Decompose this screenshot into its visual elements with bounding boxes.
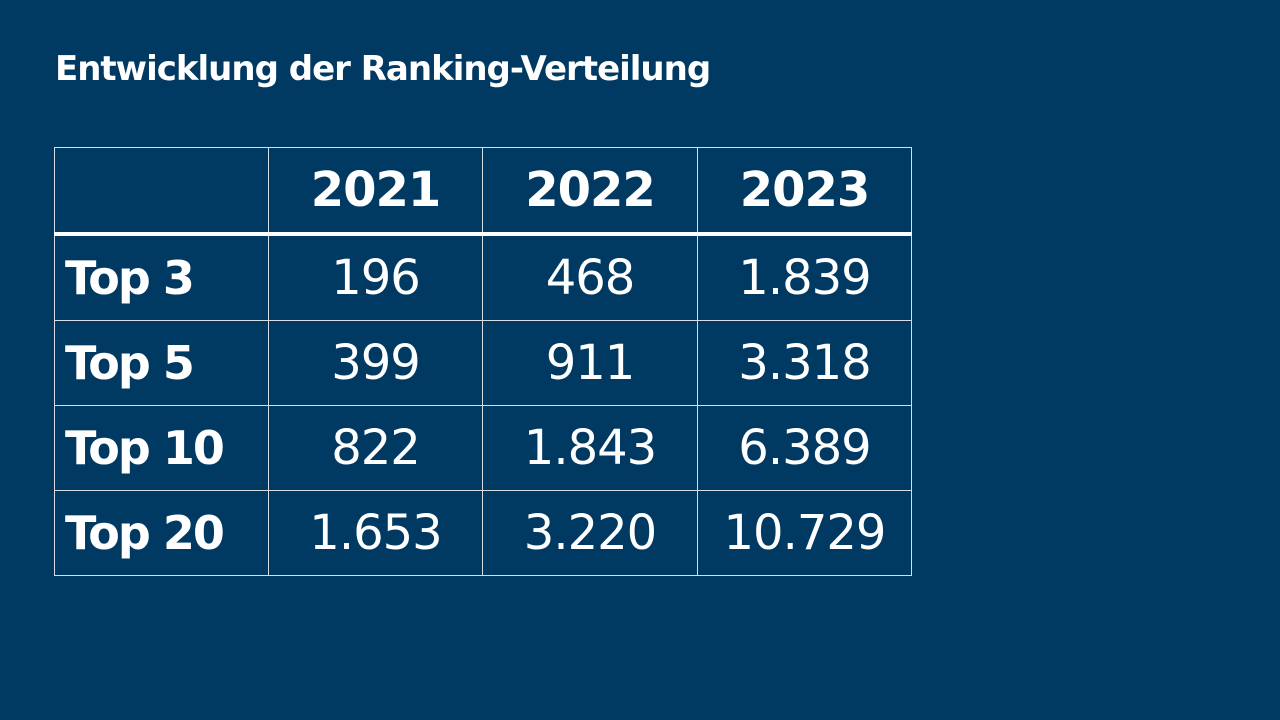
column-header-2021: 2021 (268, 147, 483, 236)
table-cell: 468 (482, 233, 698, 321)
table-cell: 6.389 (697, 405, 912, 491)
ranking-table: 2021 2022 2023 Top 3 196 468 1.839 Top 5… (54, 147, 912, 576)
table-cell: 3.220 (482, 490, 698, 576)
row-label: Top 5 (54, 320, 269, 406)
row-label: Top 20 (54, 490, 269, 576)
column-header-2023: 2023 (697, 147, 912, 236)
table-row: Top 3 196 468 1.839 (54, 233, 912, 321)
table-cell: 1.653 (268, 490, 483, 576)
table-header-row: 2021 2022 2023 (54, 147, 912, 236)
table-cell: 10.729 (697, 490, 912, 576)
row-label: Top 10 (54, 405, 269, 491)
row-label: Top 3 (54, 233, 269, 321)
table-row: Top 10 822 1.843 6.389 (54, 405, 912, 491)
column-header-2022: 2022 (482, 147, 698, 236)
page-title: Entwicklung der Ranking-Verteilung (55, 49, 711, 89)
table-cell: 196 (268, 233, 483, 321)
corner-cell (54, 147, 269, 236)
table-row: Top 20 1.653 3.220 10.729 (54, 490, 912, 576)
table-cell: 1.843 (482, 405, 698, 491)
table-cell: 1.839 (697, 233, 912, 321)
table-cell: 3.318 (697, 320, 912, 406)
table-cell: 399 (268, 320, 483, 406)
table-cell: 911 (482, 320, 698, 406)
table-row: Top 5 399 911 3.318 (54, 320, 912, 406)
table-cell: 822 (268, 405, 483, 491)
